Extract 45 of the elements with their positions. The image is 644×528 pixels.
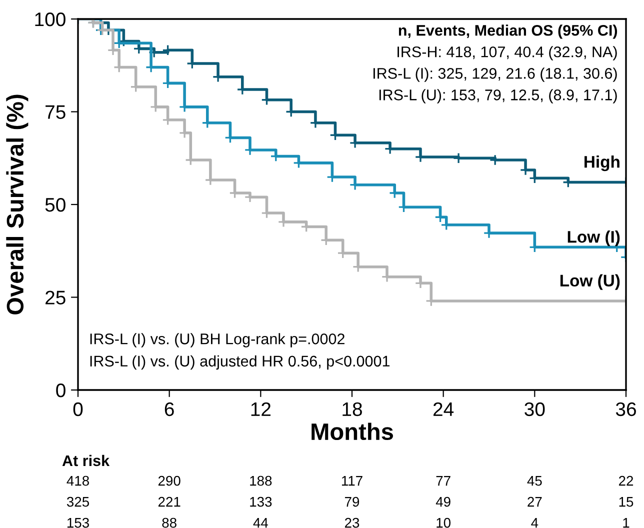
text: 45 [527, 476, 542, 486]
text: 49 [436, 496, 450, 507]
x-tick-label: 18 [342, 402, 362, 416]
x-tick-label: 30 [524, 402, 545, 416]
text: 23 [344, 518, 360, 528]
annotation: IRS-L (I) vs. (U) adjusted HR 0.56, p<0.0001 [90, 355, 390, 370]
x-tick-label: 36 [616, 402, 636, 416]
annotation: n, Events, Median OS (95% CI) [398, 24, 618, 39]
text: 77 [436, 476, 450, 486]
y-tick-label: 100 [35, 12, 66, 26]
annotation: IRS-L (U): 153, 79, 12.5, (8.9, 17.1) [379, 89, 617, 104]
text: 44 [253, 518, 268, 528]
text: 188 [250, 476, 272, 486]
annotation: IRS-L (I): 325, 129, 21.6 (18.1, 30.6) [374, 68, 617, 82]
y-tick-label: 25 [46, 290, 66, 304]
series-label: Low (I) [568, 230, 620, 246]
annotation: IRS-L (I) vs. (U) BH Log-rank p=.0002 [90, 333, 344, 348]
text: 290 [158, 476, 180, 486]
text: 117 [342, 476, 362, 486]
y-tick-label: 0 [56, 383, 66, 398]
text: 27 [528, 496, 542, 507]
text: 418 [66, 476, 89, 486]
y-axis-title: Overall Survival (%) [6, 94, 28, 314]
text: 88 [162, 518, 176, 528]
x-tick-label: 24 [434, 402, 454, 416]
series-label: High [584, 156, 620, 172]
text: 1 [623, 518, 630, 528]
x-axis-title: Months [312, 422, 393, 440]
text: 22 [618, 476, 634, 486]
x-tick-label: 6 [164, 402, 174, 416]
x-tick-label: 12 [251, 402, 271, 416]
annotation: IRS-H: 418, 107, 40.4 (32.9, NA) [398, 46, 617, 60]
text: At risk [62, 454, 110, 466]
y-tick-label: 75 [46, 105, 66, 119]
series-label: Low (U) [560, 274, 620, 290]
text: 153 [67, 518, 89, 528]
text: 79 [344, 496, 360, 507]
text: 10 [436, 518, 451, 528]
text: 133 [250, 496, 272, 507]
text: 221 [158, 496, 180, 507]
text: 325 [66, 496, 90, 507]
text: 15 [619, 497, 634, 507]
y-tick-label: 50 [45, 198, 66, 212]
text: 4 [531, 518, 538, 528]
x-tick-label: 0 [73, 402, 83, 416]
